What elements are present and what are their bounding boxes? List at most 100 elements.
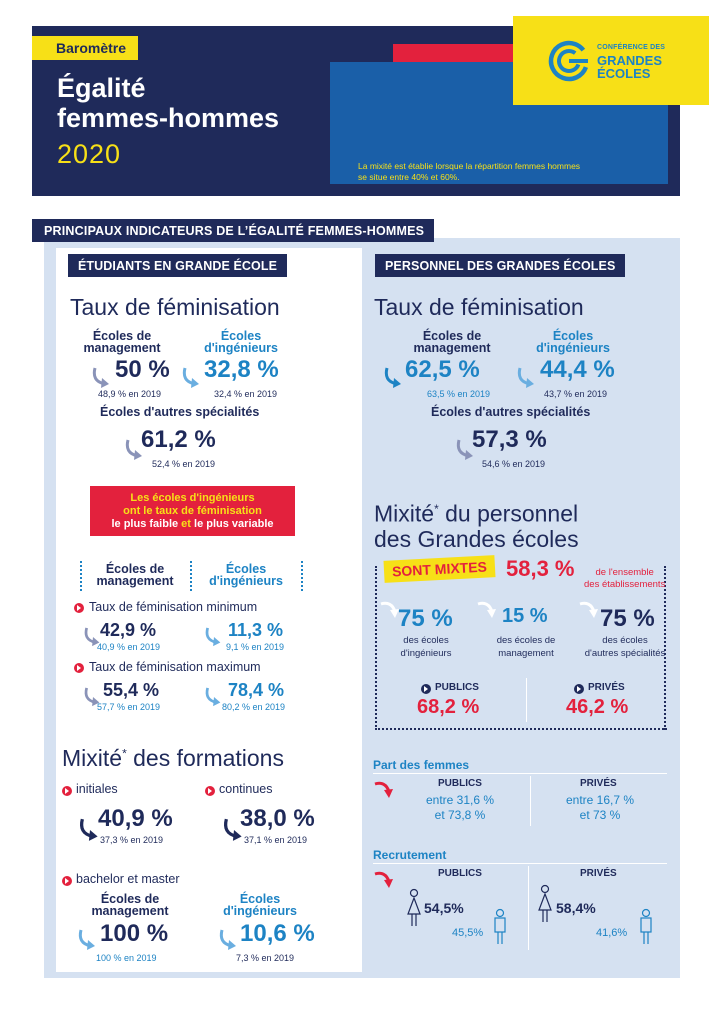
staff-mixite-title: Mixité* du personnel des Grandes écoles xyxy=(374,500,579,552)
col-ing-label: Écoles d'ingénieurs xyxy=(209,562,283,588)
rec-publics-label: PUBLICS xyxy=(438,868,482,879)
mixite-prives-value: 46,2 % xyxy=(566,696,629,718)
min-mgmt-prev: 40,9 % en 2019 xyxy=(97,642,161,652)
part-prives-label: PRIVÉS xyxy=(580,778,617,789)
mixtes-value: 58,3 % xyxy=(506,556,575,581)
autres-pct-desc: des écoles d'autres spécialités xyxy=(584,635,666,659)
students-mgmt-value: 50 % xyxy=(115,356,170,383)
students-ing-value: 32,8 % xyxy=(204,356,279,383)
man-icon xyxy=(640,908,652,944)
trend-arrow-icon xyxy=(205,627,221,647)
initiales-label: initiales xyxy=(76,782,118,796)
max-ing-prev: 80,2 % en 2019 xyxy=(222,702,286,712)
max-mgmt-prev: 57,7 % en 2019 xyxy=(97,702,161,712)
trend-arrow-icon xyxy=(517,367,534,388)
trend-arrow-icon xyxy=(384,367,401,388)
section-title: PRINCIPAUX INDICATEURS DE L’ÉGALITÉ FEMM… xyxy=(32,219,435,242)
min-ing-value: 11,3 % xyxy=(228,620,284,640)
students-other-label: Écoles d'autres spécialités xyxy=(100,405,260,419)
col-mgmt-label: Écoles de management xyxy=(96,562,174,588)
bullet-icon xyxy=(421,684,431,694)
trend-arrow-icon xyxy=(205,687,221,707)
trend-arrow-icon xyxy=(380,601,399,618)
cge-logo-text: CONFÉRENCE DES GRANDES ÉCOLES xyxy=(597,44,666,81)
trend-arrow-icon xyxy=(579,601,598,618)
students-ing-prev: 32,4 % en 2019 xyxy=(214,389,278,399)
part-publics-value: entre 31,6 % et 73,8 % xyxy=(425,793,495,822)
formations-title: Mixité* des formations xyxy=(62,745,284,771)
students-mgmt-prev: 48,9 % en 2019 xyxy=(98,389,162,399)
staff-other-prev: 54,6 % en 2019 xyxy=(482,459,546,469)
page-title: Égalité femmes-hommes xyxy=(57,73,279,133)
woman-icon xyxy=(407,888,421,926)
page-year: 2020 xyxy=(57,139,122,169)
mixite-publics-label: PUBLICS xyxy=(435,682,479,693)
bm-mgmt-label: Écoles de management xyxy=(91,892,169,918)
students-panel xyxy=(56,248,362,972)
trend-arrow-icon xyxy=(219,929,236,950)
mixtes-desc: de l'ensemble des établissements xyxy=(584,567,666,590)
staff-other-label: Écoles d'autres spécialités xyxy=(431,405,591,419)
continues-value: 38,0 % xyxy=(240,805,315,832)
trend-arrow-icon xyxy=(477,601,496,618)
bullet-icon xyxy=(74,663,84,673)
bullet-icon xyxy=(205,786,215,796)
staff-mgmt-prev: 63,5 % en 2019 xyxy=(427,389,491,399)
part-publics-label: PUBLICS xyxy=(438,778,482,789)
engineering-highlight-box: Les écoles d'ingénieurs ont le taux de f… xyxy=(90,486,295,536)
rec-publics-women: 54,5% xyxy=(424,900,464,916)
bm-ing-label: Écoles d'ingénieurs xyxy=(223,892,297,918)
trend-arrow-icon xyxy=(125,439,142,460)
staff-feminisation-title: Taux de féminisation xyxy=(374,294,584,320)
trend-arrow-icon xyxy=(374,781,393,798)
cge-logo-box xyxy=(513,16,709,105)
trend-arrow-icon xyxy=(456,439,473,460)
min-mgmt-value: 42,9 % xyxy=(100,620,157,640)
students-other-value: 61,2 % xyxy=(141,426,216,453)
trend-arrow-icon xyxy=(78,929,95,950)
trend-arrow-icon xyxy=(182,367,199,388)
autres-pct: 75 % xyxy=(600,605,655,632)
title-line-1: Égalité xyxy=(57,73,146,103)
rec-publics-men: 45,5% xyxy=(452,927,484,939)
part-prives-value: entre 16,7 % et 73 % xyxy=(565,793,635,822)
barometre-tag: Baromètre xyxy=(32,36,139,60)
staff-pill: PERSONNEL DES GRANDES ÉCOLES xyxy=(375,254,626,277)
min-ing-prev: 9,1 % en 2019 xyxy=(226,642,285,652)
cge-logo-icon xyxy=(548,40,590,82)
woman-icon xyxy=(538,884,552,922)
trend-arrow-icon xyxy=(84,627,100,647)
staff-ing-value: 44,4 % xyxy=(540,356,615,383)
staff-mgmt-value: 62,5 % xyxy=(405,356,480,383)
bachelor-label: bachelor et master xyxy=(76,872,180,886)
ing-pct-desc: des écoles d'ingénieurs xyxy=(400,635,452,659)
title-line-2: femmes-hommes xyxy=(57,103,280,133)
trend-arrow-icon xyxy=(84,687,100,707)
initiales-value: 40,9 % xyxy=(98,805,173,832)
man-icon xyxy=(494,908,506,944)
rec-prives-label: PRIVÉS xyxy=(580,868,617,879)
bm-ing-prev: 7,3 % en 2019 xyxy=(236,953,295,963)
recrutement-title: Recrutement xyxy=(373,848,447,862)
rec-prives-men: 41,6% xyxy=(596,927,628,939)
continues-label: continues xyxy=(219,782,273,796)
staff-ing-label: Écoles d'ingénieurs xyxy=(536,329,610,355)
part-femmes-title: Part des femmes xyxy=(373,758,470,772)
max-feminisation-label: Taux de féminisation maximum xyxy=(89,660,261,674)
mixite-dotted-frame xyxy=(375,566,667,730)
max-ing-value: 78,4 % xyxy=(228,680,285,700)
students-ing-label: Écoles d'ingénieurs xyxy=(204,329,278,355)
trend-arrow-icon xyxy=(374,871,393,888)
bullet-icon xyxy=(74,603,84,613)
bullet-icon xyxy=(62,876,72,886)
staff-ing-prev: 43,7 % en 2019 xyxy=(544,389,608,399)
initiales-prev: 37,3 % en 2019 xyxy=(100,835,164,845)
bullet-icon xyxy=(574,684,584,694)
bullet-icon xyxy=(62,786,72,796)
students-pill: ÉTUDIANTS EN GRANDE ÉCOLE xyxy=(68,254,288,277)
bm-mgmt-value: 100 % xyxy=(100,920,169,947)
mgmt-pct-desc: des écoles de management xyxy=(496,635,556,659)
bm-ing-value: 10,6 % xyxy=(240,920,315,947)
min-feminisation-label: Taux de féminisation minimum xyxy=(89,600,258,614)
students-feminisation-title: Taux de féminisation xyxy=(70,294,280,320)
